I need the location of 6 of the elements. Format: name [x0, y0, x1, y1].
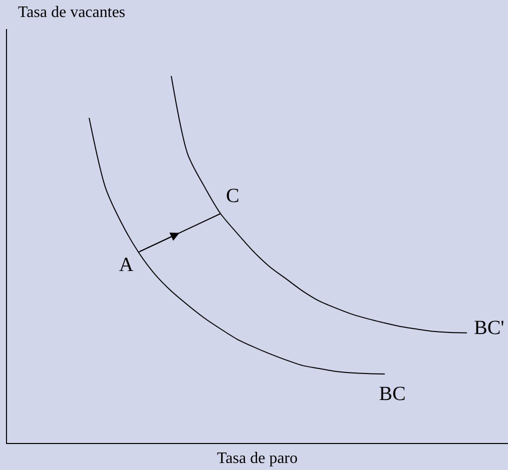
series-label: BC: [379, 383, 406, 405]
y-axis-title: Tasa de vacantes: [18, 4, 126, 21]
series-label: BC': [474, 317, 504, 339]
annotation: C: [226, 185, 240, 207]
annotation: A: [119, 254, 134, 276]
x-axis-title: Tasa de paro: [217, 450, 298, 467]
